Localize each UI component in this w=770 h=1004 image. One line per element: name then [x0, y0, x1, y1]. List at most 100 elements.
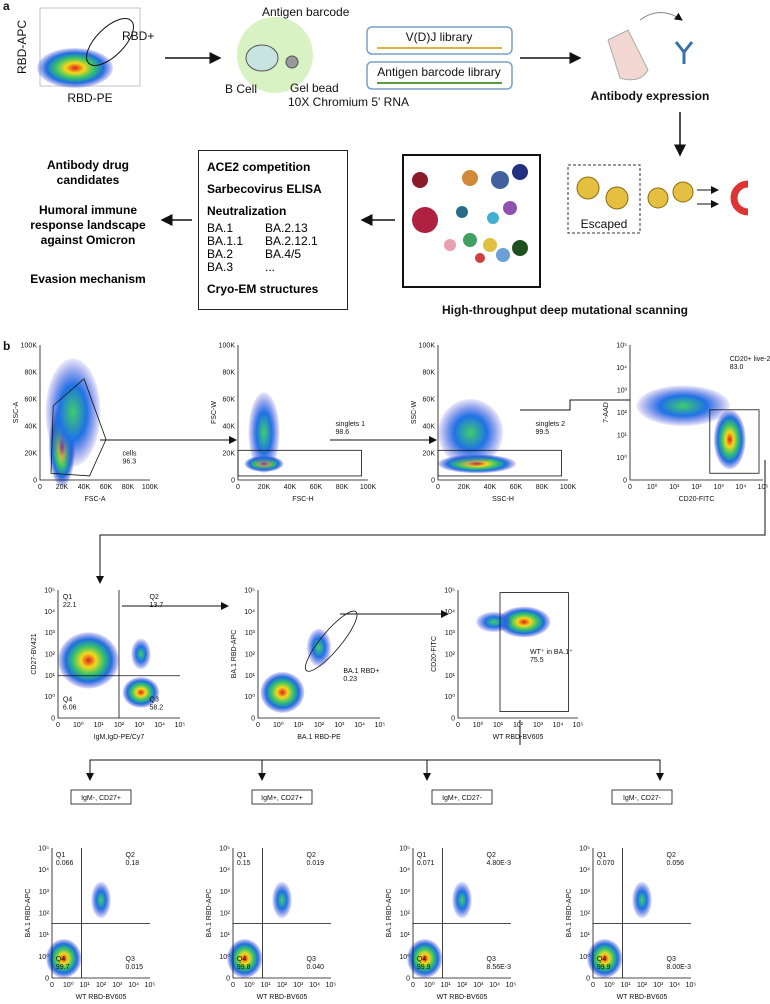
x-tick-label: 10⁰ — [244, 981, 255, 989]
bead — [285, 55, 299, 69]
flow-plot: 00 10⁰ 10⁰ 10¹ 10¹ 10² 10² 10³ 10³ 10⁴ 10⁴ 10⁵ 10⁵ WT… — [566, 789, 696, 1001]
x-tick-label: 80K — [122, 484, 135, 491]
gate-name: Q1 — [597, 852, 606, 859]
x-tick-label: 10² — [637, 982, 648, 989]
axes — [232, 848, 331, 979]
flask-icon — [607, 29, 649, 81]
magnet-icon — [730, 180, 749, 216]
y-tick-label: 10² — [39, 911, 50, 918]
density — [713, 409, 746, 470]
y-tick-label: 10⁰ — [244, 693, 255, 701]
y-axis-label: BA.1 RBD-APC — [566, 889, 573, 938]
variant: BA.2.13 — [265, 221, 308, 235]
density — [91, 881, 111, 919]
y-tick-label: 10³ — [400, 889, 411, 896]
gate-name: Q1 — [56, 852, 65, 859]
y-tick-label: 10¹ — [39, 932, 50, 939]
flow-plot: 00 10⁰ 10⁰ 10¹ 10¹ 10² 10² 10³ 10³ 10⁴ 10⁴ 10⁵ 10⁵ WT… — [386, 789, 516, 1001]
y-tick-label: 10⁰ — [579, 953, 590, 961]
gate — [437, 449, 562, 477]
y-tick-label: 10¹ — [45, 673, 56, 680]
x-axis-label: WT RBD-BV605 — [493, 734, 544, 741]
y-tick-label: 60K — [223, 397, 236, 404]
x-tick-label: 0 — [436, 484, 440, 491]
x-tick-label: 10⁴ — [735, 484, 746, 491]
gate-value: 6.06 — [63, 704, 77, 711]
gate-name: Q2 — [307, 852, 316, 859]
y-tick-label: 60K — [25, 397, 38, 404]
y-tick-label: 10⁰ — [399, 953, 410, 961]
y-tick-label: 0 — [226, 976, 230, 983]
axes — [39, 345, 150, 481]
x-tick-label: 10⁰ — [63, 981, 74, 989]
gate — [50, 378, 107, 477]
x-tick-label: 0 — [236, 484, 240, 491]
cell-icon — [576, 176, 600, 200]
gate-name: Q3 — [667, 956, 676, 963]
y-tick-label: 10⁵ — [38, 846, 49, 853]
density — [131, 638, 151, 670]
x-tick-label: 10² — [457, 982, 468, 989]
density — [438, 399, 503, 467]
y-tick-label: 10⁰ — [38, 953, 49, 961]
y-tick-label: 10³ — [445, 630, 456, 637]
x-tick-label: 10² — [114, 722, 125, 729]
y-axis-label: CD20-FITC — [431, 636, 438, 672]
x-tick-label: 10¹ — [493, 722, 504, 729]
gate-value: 0.071 — [417, 860, 435, 867]
gate-value: 58.2 — [150, 704, 164, 711]
gate-value: 98.6 — [336, 429, 350, 436]
y-tick-label: 0 — [586, 976, 590, 983]
density — [407, 939, 443, 978]
gate-name: Q2 — [150, 594, 159, 601]
gate-name: cells — [123, 451, 138, 458]
y-tick-label: 10² — [220, 911, 231, 918]
escaped-box — [567, 164, 641, 234]
gate-value: 99.8 — [237, 964, 251, 971]
x-axis-label: CD20-FITC — [679, 496, 715, 503]
x-tick-label: 10¹ — [80, 982, 91, 989]
y-tick-label: 10² — [400, 911, 411, 918]
y-tick-label: 100K — [21, 343, 38, 350]
y-tick-label: 10⁴ — [219, 867, 230, 874]
density — [497, 606, 551, 638]
x-tick-label: 40K — [284, 484, 297, 491]
y-tick-label: 100K — [419, 343, 436, 350]
y-tick-label: 0 — [231, 478, 235, 485]
x-tick-label: 10⁰ — [604, 981, 615, 989]
y-tick-label: 0 — [251, 716, 255, 723]
x-tick-label: 10³ — [293, 982, 304, 989]
x-tick-label: 20K — [258, 484, 271, 491]
x-tick-label: 0 — [56, 722, 60, 729]
y-tick-label: 10³ — [580, 889, 591, 896]
plot-title: IgM-, CD27+ — [81, 795, 121, 802]
density — [58, 632, 119, 689]
x-tick-label: 0 — [591, 982, 595, 989]
axes — [437, 345, 568, 481]
variant: BA.2 — [207, 247, 234, 261]
x-tick-label: 10⁵ — [175, 722, 186, 729]
caption: High-throughput deep mutational scanning — [442, 303, 688, 317]
axes — [592, 848, 691, 979]
cell — [245, 44, 279, 72]
y-axis-label: FSC-W — [211, 401, 218, 424]
x-tick-label: 0 — [38, 484, 42, 491]
density — [636, 385, 730, 426]
y-tick-label: 10³ — [220, 889, 231, 896]
axes — [629, 345, 763, 481]
x-axis-label: WT RBD-BV605 — [437, 994, 488, 1001]
gate-name: Q4 — [417, 956, 426, 963]
variant: BA.1.1 — [207, 234, 244, 248]
x-tick-label: 10³ — [714, 484, 725, 491]
gate-name: Q4 — [56, 956, 65, 963]
plot-title: IgM+, CD27+ — [261, 795, 303, 802]
outcome: Evasion mechanism — [30, 272, 146, 286]
gate-value: 99.7 — [56, 964, 70, 971]
gate-name: CD20+ live-2 — [730, 356, 770, 363]
axes — [57, 590, 180, 719]
y-axis-label: SSC-W — [411, 400, 418, 424]
y-tick-label: 40K — [25, 424, 38, 431]
plot-title: IgM+, CD27- — [442, 795, 483, 802]
y-tick-label: 10¹ — [580, 932, 591, 939]
